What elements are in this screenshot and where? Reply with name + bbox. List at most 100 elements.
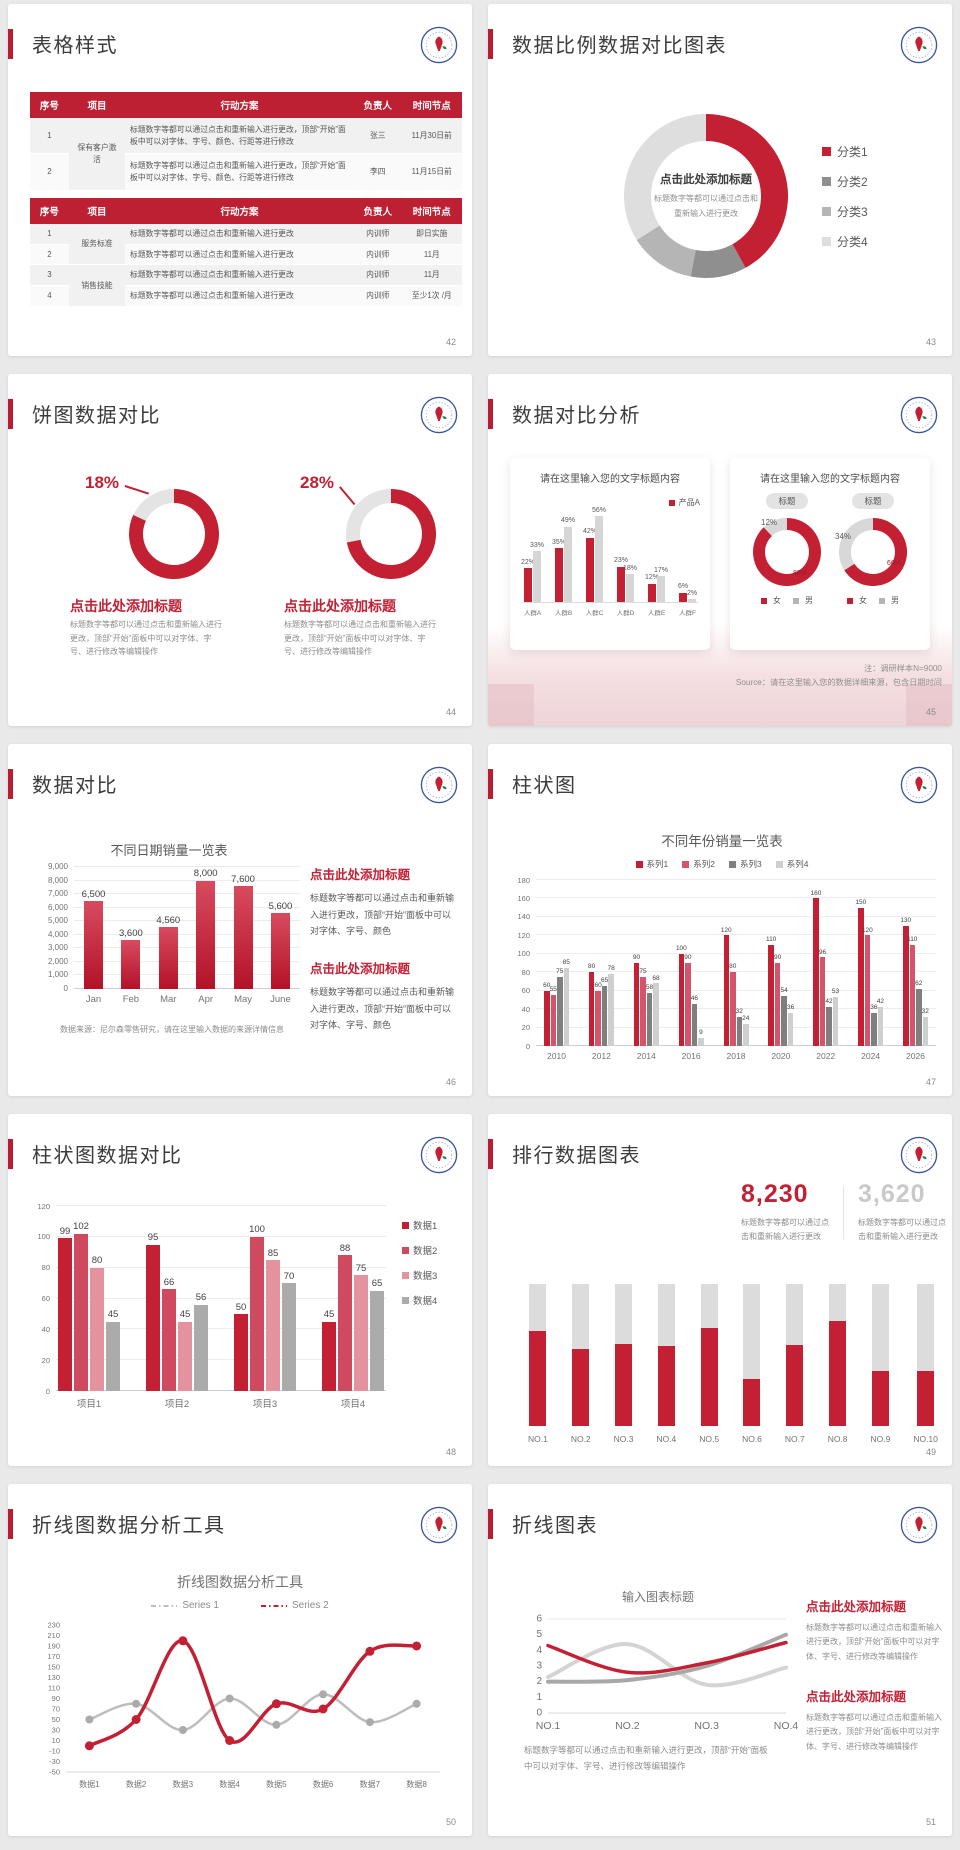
legend-item: Series 2	[261, 1600, 329, 1611]
rank-track	[917, 1284, 935, 1426]
bar-fill: 23%	[614, 557, 628, 602]
slide-45-data-analysis[interactable]: 数据对比分析 请在这里输入您的文字标题内容 22% 33% 人群A 35% 49% 人群B…	[488, 374, 952, 726]
bar: 96	[819, 949, 826, 1046]
bar-value-label: 55	[549, 986, 557, 994]
y-axis-tick: 40	[521, 1004, 530, 1014]
bar-value-label: 32	[921, 1007, 929, 1015]
bar-group: 60 55 75 85 2010	[543, 880, 570, 1061]
slide-50-line-analysis[interactable]: 折线图数据分析工具 折线图数据分析工具 Series 1 Series 2 230 21…	[8, 1484, 472, 1836]
bar-group: 7,600 May	[231, 867, 255, 1005]
svg-text:NO.3: NO.3	[694, 1720, 719, 1732]
bar-fill: 7,600	[231, 874, 255, 989]
legend-marker	[402, 1296, 409, 1304]
table-row: 3 销售技能 标题数字等都可以通过点击和重新输入进行更改 内训师 11月	[30, 264, 462, 307]
bar-groups: 22% 33% 人群A 35% 49% 人群B 42% 56% 人群C 23% 18% 人群D 12% 1…	[521, 507, 698, 617]
block-title: 点击此处添加标题	[310, 962, 411, 976]
svg-text:数据2: 数据2	[126, 1779, 147, 1789]
bar-fill: 2%	[687, 590, 697, 602]
category-label: Mar	[160, 994, 177, 1005]
gridline	[536, 952, 936, 954]
table-cell: 3	[30, 264, 69, 287]
slide-44-pie-compare[interactable]: 饼图数据对比 18% 28% 点击此处添加标题 标题数字等都可以通过点击和重新输…	[8, 374, 472, 726]
bar-fill: 88	[338, 1243, 352, 1391]
bar-fill: 35%	[552, 539, 566, 602]
bar-fill: 62	[915, 980, 922, 1046]
bar-value-label: 160	[810, 889, 822, 897]
bar: 120	[721, 927, 732, 1046]
bar-value-label: 5,600	[268, 900, 293, 912]
category-label: NO.4	[656, 1434, 677, 1444]
svg-text:130: 130	[47, 1673, 60, 1682]
legend-marker	[822, 236, 831, 246]
text-block: 点击此处添加标题 标题数字等都可以通过点击和重新输入进行更改，顶部“开始”面板中…	[806, 1596, 942, 1664]
category-label: 项目3	[252, 1399, 278, 1410]
bar-fill: 46	[691, 995, 698, 1046]
bar-fill: 6,500	[82, 889, 105, 989]
page-number: 51	[925, 1817, 936, 1827]
bar: 32	[736, 1008, 743, 1046]
chart-title: 折线图数据分析工具	[177, 1574, 303, 1590]
bar: 56%	[592, 507, 606, 602]
bar: 42	[825, 998, 833, 1046]
slide-47-column-chart[interactable]: 柱状图 不同年份销量一览表 系列1 系列2 系列3 系列4 180 160 140 120 100…	[488, 744, 952, 1096]
rank-fill	[743, 1379, 761, 1426]
slide-51-line-chart[interactable]: 折线图表 输入图表标题 6 5 4 3 2 1 0 NO.1 NO.2 NO.3 NO.4 标题数字等…	[488, 1484, 952, 1836]
legend-marker	[847, 597, 853, 604]
bar-fill: 75	[556, 968, 563, 1046]
grouped-bar-chart: 22% 33% 人群A 35% 49% 人群B 42% 56% 人群C 23% 18% 人群D 12% 1…	[521, 498, 700, 617]
bar: 68	[652, 975, 660, 1046]
y-axis: 9,000 8,000 7,000 6,000 5,000 4,000 3,000 2,000…	[34, 863, 68, 993]
chart-legend: 数据1 数据2 数据3 数据4	[402, 1218, 437, 1307]
chart-title: 不同日期销量一览表	[110, 843, 228, 858]
table-body: 1 保有客户激活 标题数字等都可以通过点击和重新输入进行更改，顶部“开始”面板中可以…	[30, 118, 462, 191]
bar: 54	[781, 987, 788, 1046]
bar-group: 50 100 85 70 项目3	[234, 1206, 296, 1410]
y-axis-tick: 60	[41, 1293, 50, 1303]
bar-fill: 110	[766, 936, 776, 1046]
slide-49-ranking-chart[interactable]: 排行数据图表 8,230 标题数字等都可以通过点击和重新输入进行更改 3,620…	[488, 1114, 952, 1466]
slide-43-donut-proportion[interactable]: 数据比例数据对比图表 点击此处添加标题 标题数字等都可以通过点击和重新输入进行更改…	[488, 4, 952, 356]
bar-fill: 90	[684, 954, 691, 1046]
data-table: 序号 项目 行动方案 负责人 时间节点 1 保有客户激活 标题数字等都可以通过点击和重新输入进…	[30, 92, 462, 191]
stat-caption: 标题数字等都可以通过点击和重新输入进行更改	[741, 1218, 829, 1241]
gridline	[536, 897, 936, 899]
bar-fill: 49%	[561, 517, 575, 602]
donut-title: 点击此处添加标题	[660, 174, 752, 187]
svg-text:2: 2	[536, 1676, 542, 1687]
bar-fill: 68	[652, 975, 660, 1046]
bar-fill: 56%	[592, 507, 606, 602]
bar-value-label: 35%	[551, 538, 567, 546]
bar-chart: 180 160 140 120 100 80 60 40 20 0 60 55 75 85 2010 80 60…	[504, 876, 940, 1061]
category-label: NO.7	[784, 1434, 805, 1444]
bar: 80	[90, 1255, 104, 1391]
bar-chart: 120 100 80 60 40 20 0 99 102 80 45 项目1 95 66 45 56 项目2 50…	[26, 1202, 462, 1410]
chart-legend: 系列1 系列2 系列3 系列4	[504, 858, 940, 870]
bar-value-label: 75	[639, 968, 647, 976]
svg-text:数据7: 数据7	[360, 1779, 381, 1789]
block-text: 标题数字等都可以通过点击和重新输入进行更改，顶部“开始”面板中可以对字体、字号、…	[70, 620, 222, 657]
y-axis: 120 100 80 60 40 20 0	[26, 1202, 50, 1394]
bar: 32	[922, 1008, 929, 1046]
slide-42-table-styles[interactable]: 表格样式 序号 项目 行动方案 负责人 时间节点 1 保有客户激活 标题数字等都可以通过点击和…	[8, 4, 472, 356]
card-title: 请在这里输入您的文字标题内容	[760, 474, 900, 485]
bar-value-label: 56%	[591, 506, 607, 514]
slide-46-data-compare[interactable]: 数据对比 不同日期销量一览表 9,000 8,000 7,000 6,000 5,000 4…	[8, 744, 472, 1096]
bar: 17%	[654, 567, 668, 602]
table-row: 1 服务标准 标题数字等都可以通过点击和重新输入进行更改 内训师 即日实施	[30, 224, 462, 266]
y-axis: 180 160 140 120 100 80 60 40 20 0	[504, 876, 530, 1049]
slide-title: 折线图数据分析工具	[32, 1515, 226, 1537]
stats-row: 8,230 标题数字等都可以通过点击和重新输入进行更改 3,620 标题数字等都…	[741, 1182, 946, 1243]
slide-48-bar-compare[interactable]: 柱状图数据对比 120 100 80 60 40 20 0 99 102 80 45 项目1 95 66 4…	[8, 1114, 472, 1466]
category-label: 2022	[816, 1051, 836, 1061]
chart-card: 请在这里输入您的文字标题内容 标题 12% 88% 女男 标题 34% 66% 女男	[730, 458, 930, 650]
category-label: 2024	[861, 1051, 881, 1061]
legend-marker	[793, 597, 799, 604]
bar-value-label: 54	[780, 987, 788, 995]
category-label: 项目2	[164, 1399, 190, 1410]
bar-group: 5,600 June	[268, 867, 293, 1005]
gridline	[56, 1235, 386, 1237]
bar: 65	[601, 977, 608, 1046]
bar: 36	[787, 1004, 794, 1046]
y-axis-tick: 2,000	[47, 956, 68, 966]
